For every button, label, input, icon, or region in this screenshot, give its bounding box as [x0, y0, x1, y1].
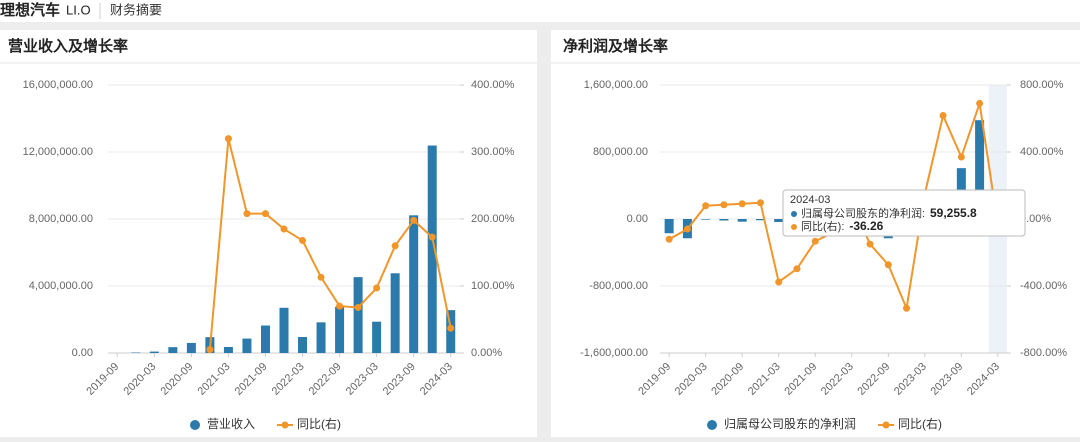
legend-label: 同比(右) [297, 416, 341, 431]
legend-marker [282, 422, 289, 429]
tooltip-marker [791, 211, 797, 217]
point [793, 265, 800, 272]
panel [0, 30, 537, 437]
point [775, 278, 782, 285]
point [429, 234, 436, 241]
tooltip-title: 2024-03 [790, 194, 830, 206]
tooltip-sep: : [922, 208, 925, 220]
y2-tick-label: -400.00% [1020, 280, 1067, 292]
y-tick-label: 16,000,000.00 [23, 79, 93, 91]
legend-label: 同比(右) [898, 416, 942, 431]
point [392, 242, 399, 249]
point [225, 135, 232, 142]
y-tick-label: 12,000,000.00 [23, 146, 93, 158]
bar [738, 219, 747, 222]
point [976, 100, 983, 107]
bar [354, 277, 363, 353]
point [940, 112, 947, 119]
y2-tick-label: 0.00% [471, 347, 502, 359]
bar [774, 219, 783, 222]
point [206, 346, 213, 353]
bar [701, 219, 710, 220]
legend-marker [707, 420, 717, 430]
bar [409, 215, 418, 353]
bar [224, 347, 233, 353]
bar [298, 337, 307, 353]
y2-tick-label: 100.00% [471, 280, 515, 292]
bar [719, 219, 728, 221]
point [739, 200, 746, 207]
point [720, 201, 727, 208]
point [666, 236, 673, 243]
legend-marker [190, 420, 200, 430]
company-name: 理想汽车 [0, 1, 60, 19]
bar [168, 347, 177, 353]
y2-tick-label: 400.00% [471, 79, 515, 91]
legend-label: 归属母公司股东的净利润 [724, 416, 856, 431]
legend-marker [883, 422, 890, 429]
point [262, 210, 269, 217]
point [885, 261, 892, 268]
point [867, 241, 874, 248]
point [373, 285, 380, 292]
point [410, 217, 417, 224]
legend-label: 营业收入 [207, 417, 255, 431]
y2-tick-label: 200.00% [471, 213, 515, 225]
tooltip-marker [791, 224, 797, 230]
tooltip-value: -36.26 [849, 219, 883, 233]
point [336, 303, 343, 310]
chart-title: 净利润及增长率 [563, 37, 668, 55]
bar [317, 322, 326, 353]
ticker: LI.O [66, 2, 91, 17]
point [958, 154, 965, 161]
bar [665, 219, 674, 233]
tooltip-name: 归属母公司股东的净利润 [801, 206, 922, 220]
point [903, 305, 910, 312]
chart-title: 营业收入及增长率 [8, 37, 128, 55]
point [812, 238, 819, 245]
bar [391, 273, 400, 353]
point [299, 237, 306, 244]
point [684, 226, 691, 233]
bar [280, 308, 289, 353]
bar [372, 322, 381, 353]
y-tick-label: 8,000,000.00 [29, 213, 93, 225]
tooltip-sep: : [841, 221, 844, 233]
y-tick-label: 800,000.00 [593, 146, 648, 158]
y2-tick-label: 800.00% [1020, 79, 1064, 91]
y-tick-label: 4,000,000.00 [29, 280, 93, 292]
point [447, 325, 454, 332]
tooltip-name: 同比(右) [801, 219, 841, 233]
y2-tick-label: -800.00% [1020, 347, 1067, 359]
y-tick-label: 1,600,000.00 [584, 79, 648, 91]
y2-tick-label: 300.00% [471, 146, 515, 158]
bar [261, 326, 270, 353]
section-name[interactable]: 财务摘要 [110, 2, 162, 17]
point [757, 199, 764, 206]
y-tick-label: -1,600,000.00 [580, 347, 648, 359]
y-tick-label: 0.00 [72, 347, 93, 359]
point [243, 210, 250, 217]
point [702, 202, 709, 209]
bar [150, 352, 159, 353]
point [281, 226, 288, 233]
y-tick-label: -800,000.00 [589, 280, 648, 292]
point [318, 274, 325, 281]
point [355, 304, 362, 311]
y-tick-label: 0.00 [627, 213, 648, 225]
tooltip-value: 59,255.8 [930, 206, 977, 220]
bar [335, 307, 344, 353]
bar [187, 343, 196, 353]
bar [242, 339, 251, 353]
y2-tick-label: 400.00% [1020, 146, 1064, 158]
